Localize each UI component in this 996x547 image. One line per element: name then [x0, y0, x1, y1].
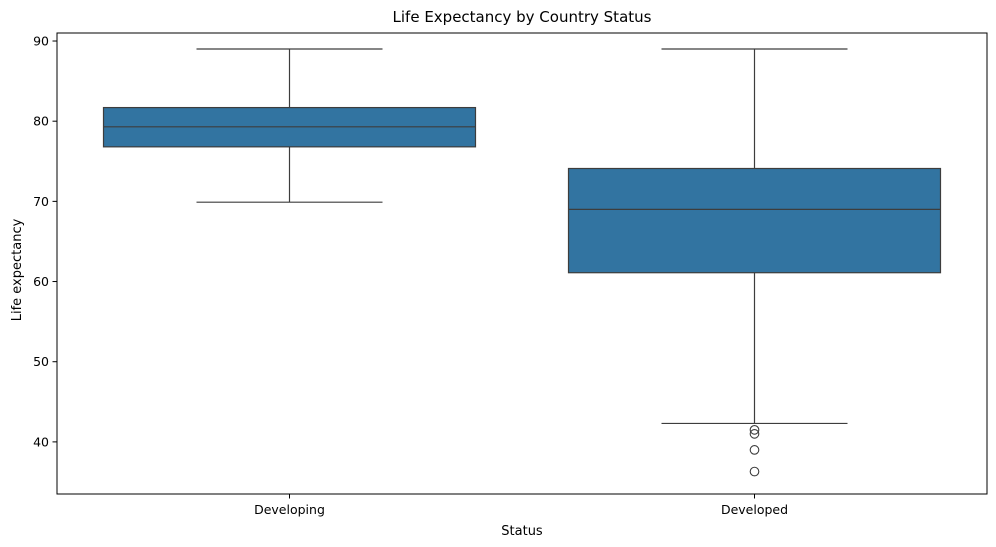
outlier-point: [749, 429, 760, 439]
y-tick-label: 80: [33, 114, 49, 129]
x-tick-label: Developed: [721, 502, 788, 517]
chart-title: Life Expectancy by Country Status: [393, 8, 652, 26]
x-tick-label: Developing: [254, 502, 325, 517]
box-group-developed: [567, 48, 942, 477]
outlier-point: [749, 425, 760, 435]
y-tick-label: 40: [33, 434, 49, 449]
y-tick-label: 60: [33, 274, 49, 289]
box-developed: [567, 167, 942, 274]
y-tick-label: 90: [33, 34, 49, 49]
x-axis-label: Status: [501, 524, 543, 539]
plot-frame: [56, 32, 988, 495]
y-tick-label: 70: [33, 194, 49, 209]
outlier-point: [749, 445, 760, 455]
box-group-developing: [102, 48, 477, 203]
y-tick-label: 50: [33, 354, 49, 369]
outlier-point: [749, 466, 760, 477]
y-axis-label: Life expectancy: [10, 218, 25, 321]
